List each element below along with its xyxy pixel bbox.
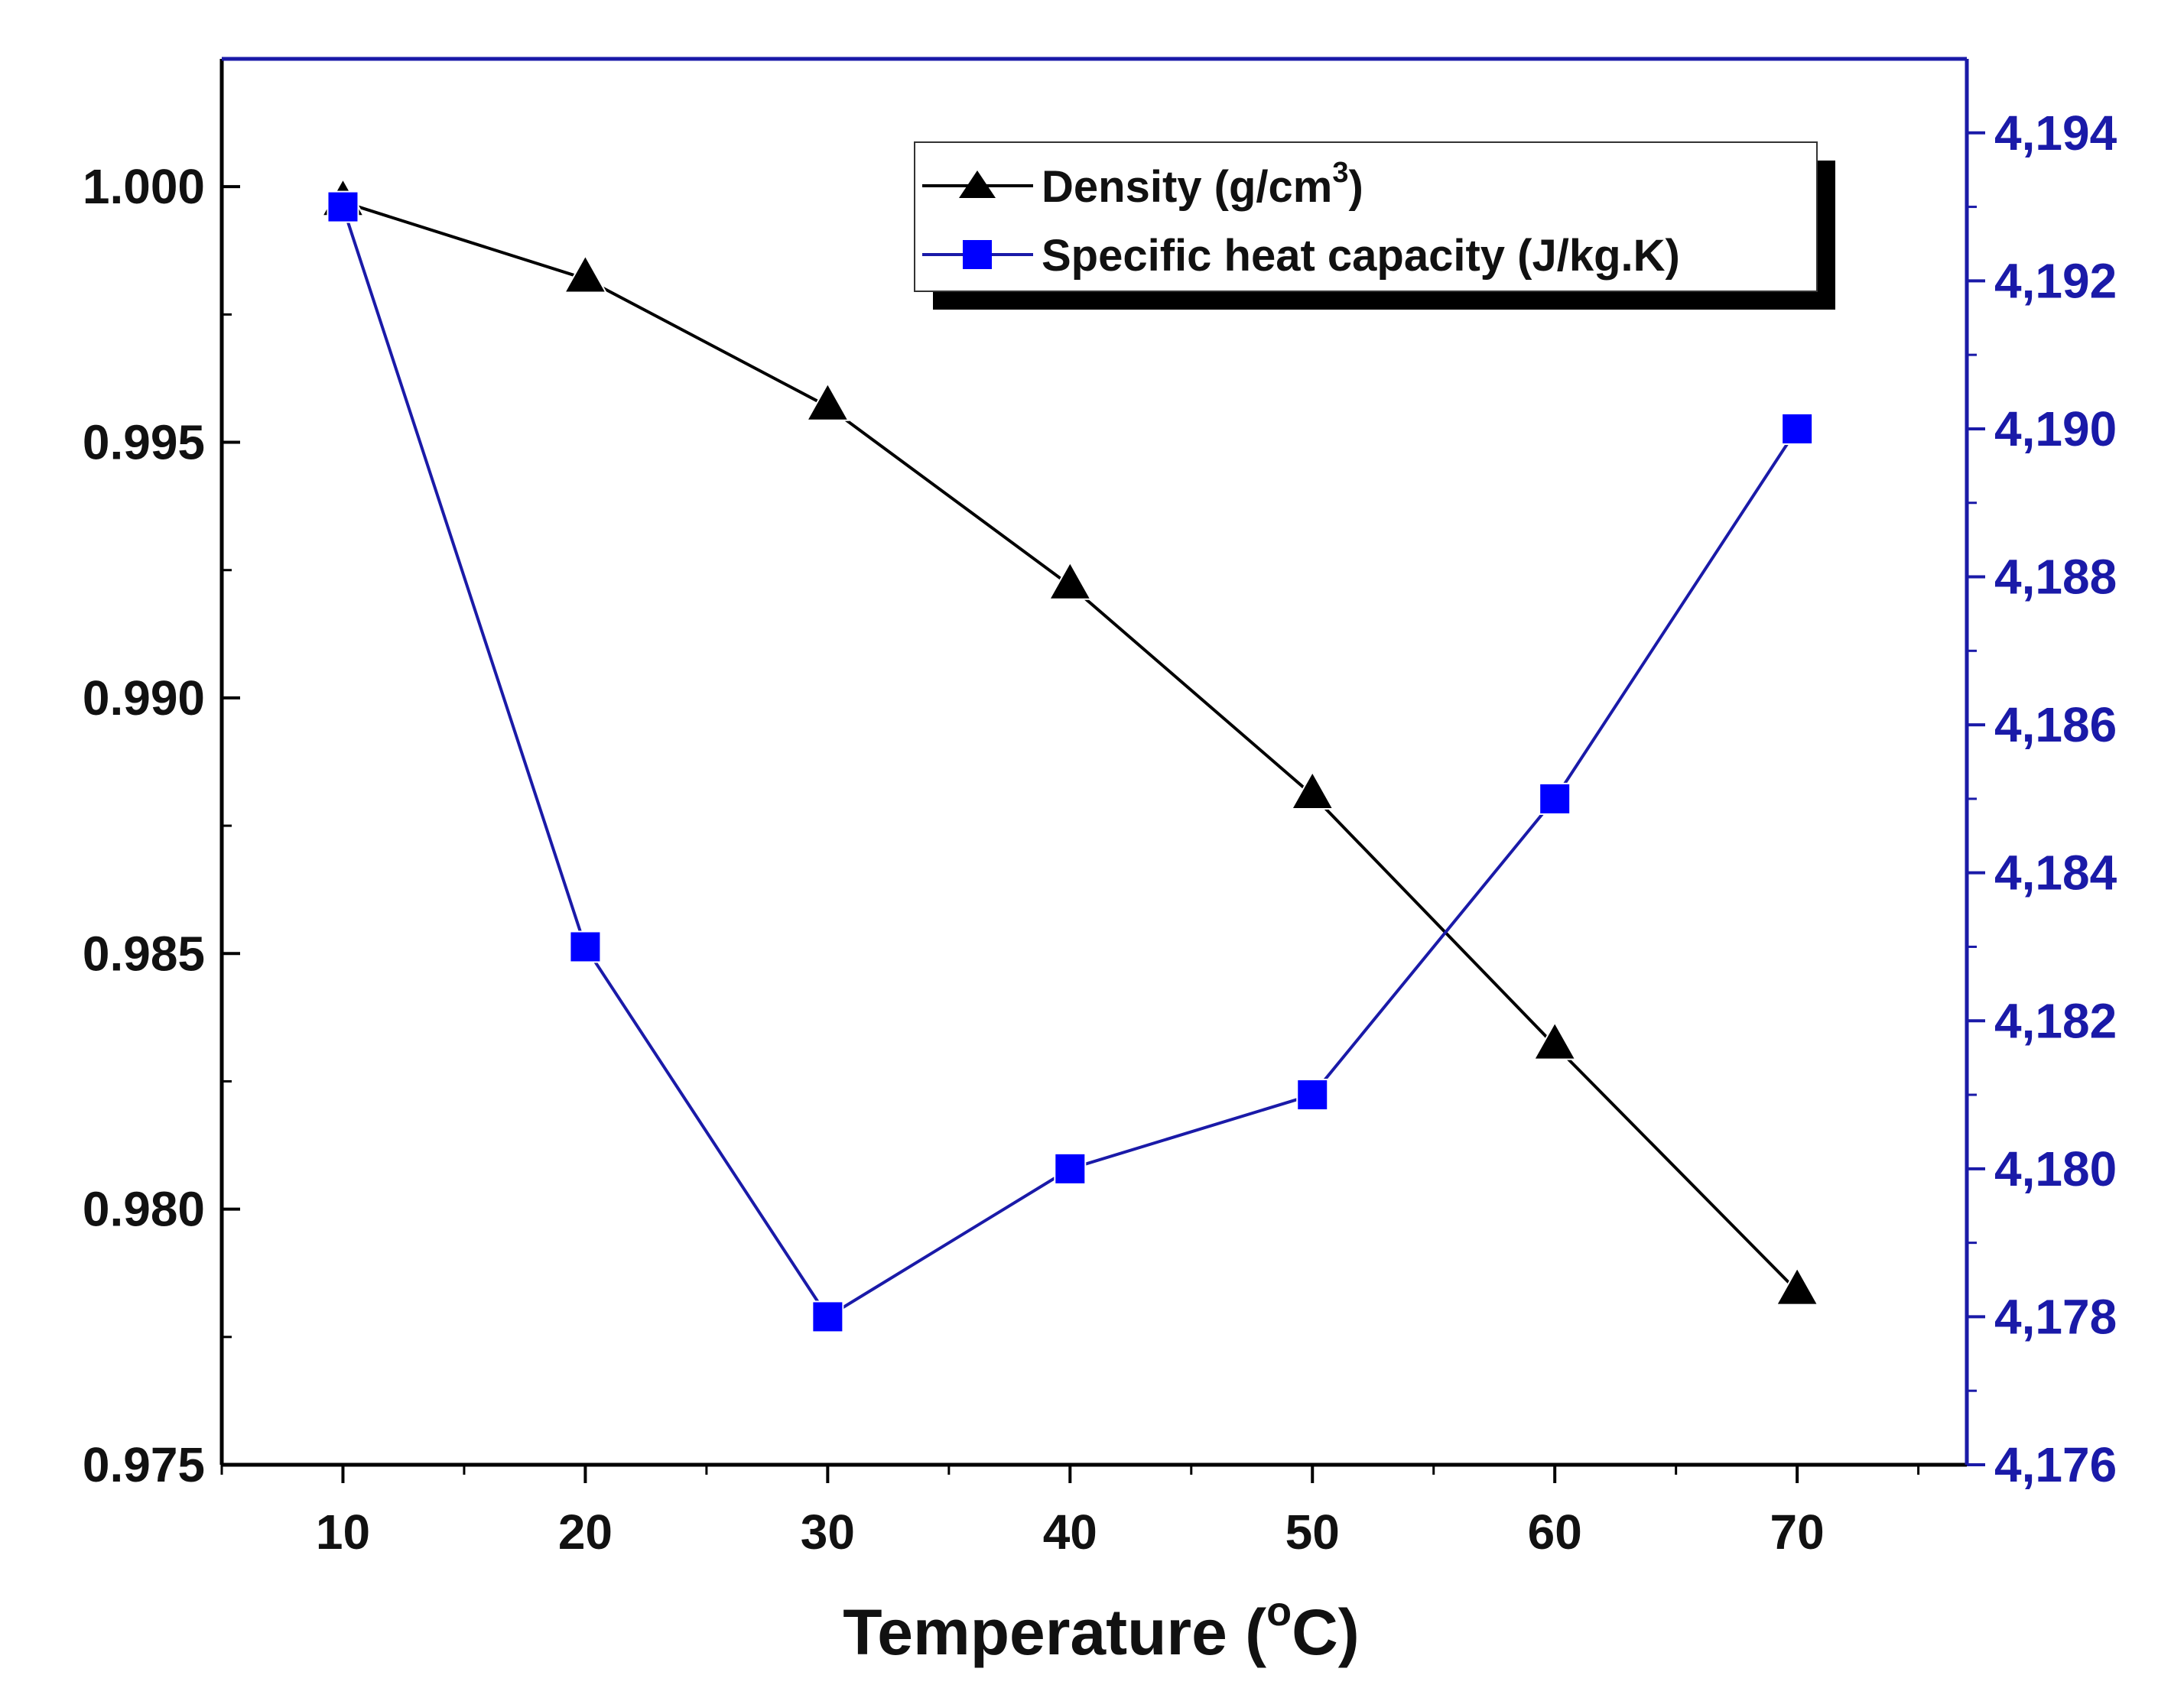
left-tick-label: 0.985 bbox=[83, 926, 205, 981]
legend-heat-label: Specific heat capacity (J/kg.K) bbox=[1042, 231, 1680, 281]
x-axis-ticks: 10 20 30 40 50 60 70 bbox=[220, 1465, 1920, 1560]
x-tick-label: 50 bbox=[1285, 1505, 1340, 1560]
legend-density-label: Density (g/cm3) bbox=[1042, 157, 1363, 212]
density-point bbox=[1290, 770, 1334, 810]
series-markers bbox=[320, 177, 1819, 1333]
right-tick-label: 4,190 bbox=[1994, 401, 2117, 456]
right-tick-label: 4,192 bbox=[1994, 253, 2117, 308]
right-tick-label: 4,176 bbox=[1994, 1437, 2117, 1492]
x-tick-label: 30 bbox=[801, 1505, 855, 1560]
left-tick-label: 0.995 bbox=[83, 415, 205, 470]
right-tick-label: 4,194 bbox=[1994, 106, 2117, 161]
specific-heat-point bbox=[811, 1300, 844, 1333]
x-axis-label: Temperature (oC) bbox=[843, 1589, 1360, 1668]
x-tick-label: 20 bbox=[558, 1505, 613, 1560]
density-point bbox=[1532, 1021, 1577, 1060]
legend-heat-marker bbox=[963, 240, 992, 269]
left-axis-ticks: 0.975 0.980 0.985 0.990 0.995 1.000 bbox=[83, 159, 240, 1492]
right-tick-label: 4,186 bbox=[1994, 697, 2117, 752]
specific-heat-point bbox=[569, 930, 602, 963]
specific-heat-point bbox=[1296, 1079, 1329, 1112]
density-point bbox=[563, 254, 608, 294]
left-tick-label: 0.980 bbox=[83, 1182, 205, 1237]
legend-density-sup: 3 bbox=[1332, 157, 1348, 189]
right-tick-label: 4,180 bbox=[1994, 1141, 2117, 1196]
x-tick-label: 70 bbox=[1770, 1505, 1825, 1560]
specific-heat-point bbox=[1781, 412, 1814, 445]
legend: Density (g/cm3) Specific heat capacity (… bbox=[914, 141, 1835, 310]
specific-heat-series-line bbox=[341, 206, 1799, 1320]
series-lines bbox=[341, 200, 1799, 1320]
right-tick-label: 4,188 bbox=[1994, 550, 2117, 605]
x-tick-label: 40 bbox=[1043, 1505, 1097, 1560]
right-tick-label: 4,182 bbox=[1994, 993, 2117, 1048]
density-point bbox=[1048, 560, 1093, 600]
right-axis-ticks: 4,176 4,178 4,180 4,182 4,184 4,186 4,188 4,190… bbox=[1967, 106, 2117, 1492]
right-tick-label: 4,184 bbox=[1994, 846, 2117, 901]
specific-heat-point bbox=[1054, 1152, 1087, 1185]
left-tick-label: 1.000 bbox=[83, 159, 205, 214]
x-axis-label-sup: o bbox=[1266, 1589, 1292, 1634]
specific-heat-point bbox=[327, 190, 359, 223]
density-point bbox=[1775, 1266, 1819, 1306]
density-point bbox=[805, 381, 850, 421]
legend-item-density: Density (g/cm3) bbox=[922, 157, 1363, 212]
x-tick-label: 10 bbox=[316, 1505, 370, 1560]
x-tick-label: 60 bbox=[1528, 1505, 1582, 1560]
legend-box bbox=[914, 141, 1818, 292]
legend-item-specific-heat: Specific heat capacity (J/kg.K) bbox=[922, 231, 1680, 281]
left-tick-label: 0.975 bbox=[83, 1437, 205, 1492]
density-series-line bbox=[342, 200, 1799, 1293]
legend-density-marker bbox=[959, 170, 996, 198]
right-tick-label: 4,178 bbox=[1994, 1289, 2117, 1344]
specific-heat-point bbox=[1539, 782, 1571, 815]
left-tick-label: 0.990 bbox=[83, 670, 205, 726]
